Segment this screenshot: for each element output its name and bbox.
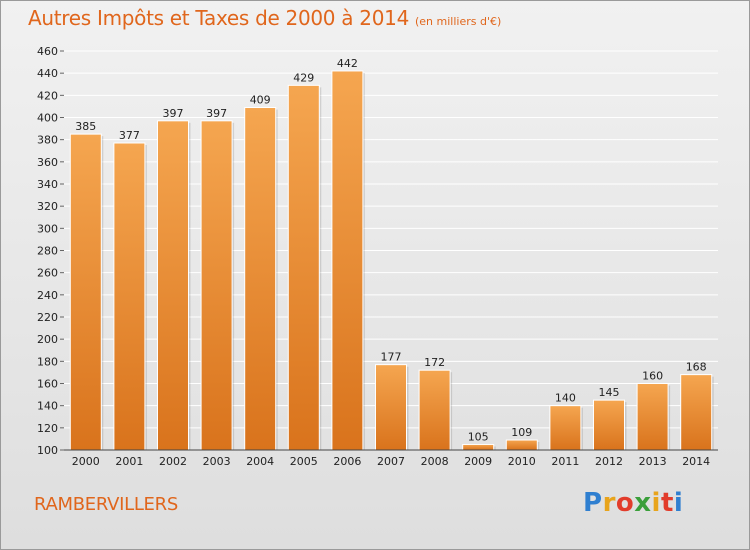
logo-letter: i <box>651 488 661 518</box>
y-tick-label: 380 <box>37 134 58 147</box>
y-tick-label: 280 <box>37 245 58 258</box>
y-tick-label: 320 <box>37 200 58 213</box>
proxiti-logo: Proxiti <box>583 488 683 518</box>
x-tick-label: 2007 <box>377 455 405 468</box>
bar-2011 <box>549 405 582 451</box>
x-tick-label: 2006 <box>333 455 361 468</box>
data-label: 160 <box>642 370 663 383</box>
x-tick-label: 2002 <box>159 455 187 468</box>
y-tick-label: 440 <box>37 67 58 80</box>
x-tick-label: 2000 <box>72 455 100 468</box>
bar-2009 <box>462 443 495 451</box>
data-label: 105 <box>468 430 489 443</box>
y-tick-label: 460 <box>37 45 58 58</box>
data-label: 377 <box>119 129 140 142</box>
y-tick-label: 120 <box>37 422 58 435</box>
x-tick-label: 2014 <box>682 455 710 468</box>
data-label: 429 <box>293 71 314 84</box>
chart-title: Autres Impôts et Taxes de 2000 à 2014 <box>28 6 409 30</box>
x-axis-ticks: 2000 2001 2002 2003 2004 2005 2006 2007 2008 2009… <box>72 455 710 468</box>
y-tick-label: 200 <box>37 333 58 346</box>
bar-2014 <box>680 374 713 451</box>
x-tick-label: 2010 <box>508 455 536 468</box>
y-tick-label: 140 <box>37 400 58 413</box>
y-tick-label: 100 <box>37 444 58 457</box>
y-tick-label: 240 <box>37 289 58 302</box>
x-tick-label: 2013 <box>639 455 667 468</box>
y-tick-label: 340 <box>37 178 58 191</box>
y-tick-label: 260 <box>37 267 58 280</box>
data-label: 172 <box>424 356 445 369</box>
data-label: 109 <box>511 426 532 439</box>
bar-2005 <box>287 84 320 451</box>
data-labels: 385 377 397 397 409 429 442 177 172 105 109 140 145 1… <box>75 57 706 444</box>
data-label: 385 <box>75 120 96 133</box>
chart-title-block: Autres Impôts et Taxes de 2000 à 2014 (en… <box>28 6 501 30</box>
y-tick-label: 420 <box>37 89 58 102</box>
data-label: 145 <box>599 386 620 399</box>
x-tick-label: 2008 <box>421 455 449 468</box>
bars <box>69 70 714 451</box>
logo-letter: i <box>673 488 684 518</box>
chart-subtitle: (en milliers d'€) <box>415 15 502 28</box>
logo-letter: t <box>660 488 674 518</box>
x-tick-label: 2005 <box>290 455 318 468</box>
logo-letter: x <box>634 488 652 518</box>
data-label: 409 <box>250 94 271 107</box>
bar-2003 <box>200 120 233 451</box>
x-tick-label: 2011 <box>551 455 579 468</box>
y-tick-label: 300 <box>37 222 58 235</box>
bar-2008 <box>418 369 451 451</box>
logo-letter: o <box>615 488 635 518</box>
data-label: 397 <box>163 107 184 120</box>
y-tick-label: 180 <box>37 355 58 368</box>
x-tick-label: 2001 <box>115 455 143 468</box>
y-tick-label: 360 <box>37 156 58 169</box>
y-tick-label: 160 <box>37 378 58 391</box>
bar-2012 <box>593 399 625 451</box>
data-label: 177 <box>381 351 402 364</box>
y-tick-label: 220 <box>37 311 58 324</box>
bar-2004 <box>244 107 277 451</box>
data-label: 140 <box>555 392 576 405</box>
x-tick-label: 2009 <box>464 455 492 468</box>
commune-name: RAMBERVILLERS <box>34 494 178 515</box>
data-label: 397 <box>206 107 227 120</box>
x-tick-label: 2004 <box>246 455 274 468</box>
y-axis-ticks: 100 120 140 160 180 200 220 240 260 280 300 320 340 3… <box>37 45 64 457</box>
y-tick-label: 400 <box>37 112 58 125</box>
bar-2000 <box>69 133 102 451</box>
bar-2007 <box>375 364 407 451</box>
data-label: 168 <box>686 361 707 374</box>
x-tick-label: 2003 <box>203 455 231 468</box>
bar-2013 <box>636 383 669 451</box>
logo-letter: r <box>602 488 616 518</box>
bar-2006 <box>331 70 364 451</box>
bar-2010 <box>505 439 538 451</box>
x-tick-label: 2012 <box>595 455 623 468</box>
data-label: 442 <box>337 57 358 70</box>
logo-letter: P <box>583 488 603 518</box>
bar-2001 <box>113 142 146 451</box>
bar-2002 <box>157 120 189 451</box>
